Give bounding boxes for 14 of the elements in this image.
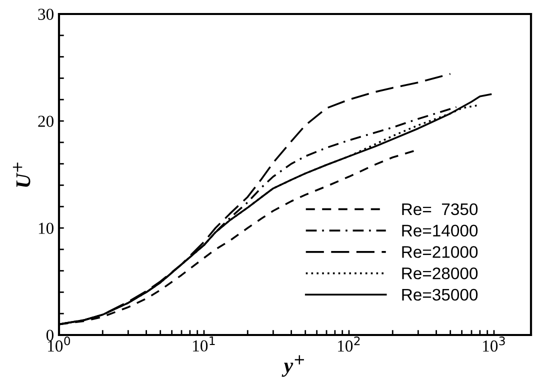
legend-label: Re=21000	[402, 246, 478, 258]
y-tick-label: 0	[46, 330, 54, 341]
legend-label: Re=35000	[402, 288, 478, 301]
x-tick-label: 10$^{2}$	[338, 336, 360, 352]
legend-label: Re=14000	[402, 224, 478, 237]
y-tick-label: 30	[38, 8, 54, 20]
x-tick-label: 10$^{1}$	[193, 336, 215, 352]
y-tick-label: 10	[38, 222, 54, 234]
legend-label: Re= 7350	[402, 203, 478, 216]
legend-label: Re=28000	[402, 267, 478, 280]
x-axis-title: y$^{+}$	[282, 355, 304, 377]
y-axis-title: U$^{+}$	[12, 162, 30, 187]
y-tick-label: 20	[38, 116, 54, 127]
x-tick-label: 10$^{3}$	[483, 336, 505, 352]
